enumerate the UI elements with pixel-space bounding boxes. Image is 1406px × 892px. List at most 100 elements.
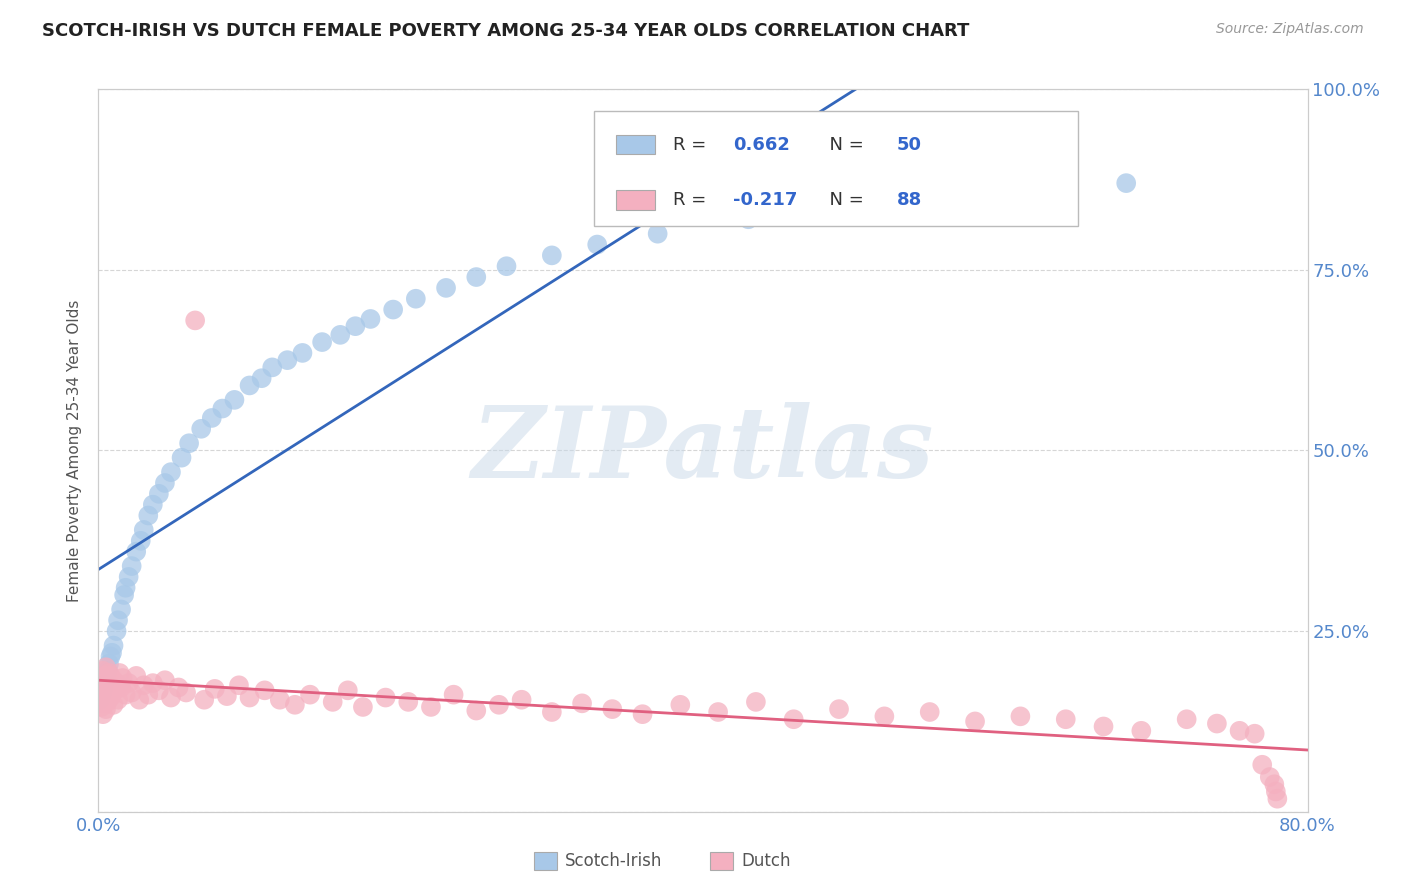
Point — [228, 678, 250, 692]
Point — [153, 673, 176, 688]
Point — [540, 705, 562, 719]
Point — [94, 683, 117, 698]
Point — [105, 676, 128, 690]
Point — [215, 689, 238, 703]
Point — [239, 690, 262, 705]
Point — [96, 676, 118, 690]
Point — [90, 678, 112, 692]
Text: N =: N = — [818, 136, 869, 153]
Point — [101, 646, 124, 660]
Point — [93, 669, 115, 683]
Point — [262, 360, 284, 375]
Point — [1092, 719, 1115, 733]
Point — [90, 700, 112, 714]
Point — [94, 660, 117, 674]
Point — [1267, 791, 1289, 805]
Point — [352, 700, 374, 714]
Point — [98, 657, 121, 671]
Point — [142, 498, 165, 512]
Point — [783, 712, 806, 726]
Text: SCOTCH-IRISH VS DUTCH FEMALE POVERTY AMONG 25-34 YEAR OLDS CORRELATION CHART: SCOTCH-IRISH VS DUTCH FEMALE POVERTY AMO… — [42, 22, 970, 40]
Point — [586, 237, 609, 252]
Point — [108, 665, 131, 680]
Point — [118, 570, 141, 584]
Point — [291, 346, 314, 360]
Point — [128, 692, 150, 706]
Point — [382, 302, 405, 317]
Point — [125, 544, 148, 558]
Point — [239, 378, 262, 392]
Point — [114, 688, 136, 702]
Point — [193, 692, 215, 706]
Point — [336, 683, 359, 698]
Point — [344, 319, 367, 334]
Point — [110, 681, 132, 695]
Point — [98, 665, 121, 680]
Point — [253, 683, 276, 698]
Point — [100, 669, 122, 683]
Point — [269, 692, 291, 706]
Point — [96, 664, 118, 678]
Point — [745, 695, 768, 709]
Point — [153, 475, 176, 490]
Text: R =: R = — [672, 136, 711, 153]
Point — [91, 689, 114, 703]
Point — [142, 676, 165, 690]
Point — [396, 695, 419, 709]
Point — [918, 705, 941, 719]
Point — [103, 639, 125, 653]
Point — [405, 292, 427, 306]
Point — [311, 334, 333, 349]
Point — [100, 649, 122, 664]
Point — [873, 709, 896, 723]
Point — [89, 692, 111, 706]
Point — [647, 227, 669, 241]
Point — [571, 696, 593, 710]
Point — [1243, 727, 1265, 741]
Point — [93, 681, 115, 695]
Point — [204, 681, 226, 696]
Point — [91, 664, 114, 678]
Point — [1264, 784, 1286, 798]
Point — [488, 698, 510, 712]
Point — [100, 690, 122, 705]
Point — [374, 690, 396, 705]
Point — [93, 696, 115, 710]
Point — [89, 685, 111, 699]
Point — [631, 707, 654, 722]
Point — [1206, 716, 1229, 731]
Point — [121, 559, 143, 574]
Point — [1258, 770, 1281, 784]
Point — [94, 667, 117, 681]
Point — [110, 602, 132, 616]
Point — [94, 702, 117, 716]
FancyBboxPatch shape — [616, 190, 655, 210]
Point — [707, 705, 730, 719]
Point — [101, 681, 124, 695]
Point — [91, 681, 114, 696]
Point — [136, 688, 159, 702]
Point — [1010, 709, 1032, 723]
Point — [420, 700, 443, 714]
Point — [1054, 712, 1077, 726]
Point — [98, 685, 121, 699]
Point — [322, 695, 344, 709]
Point — [107, 613, 129, 627]
Point — [737, 212, 759, 227]
Point — [1115, 176, 1137, 190]
Point — [103, 698, 125, 712]
Point — [965, 714, 987, 729]
Point — [828, 702, 851, 716]
Text: R =: R = — [672, 192, 711, 210]
Point — [160, 465, 183, 479]
Point — [174, 685, 197, 699]
Point — [112, 588, 135, 602]
Point — [148, 487, 170, 501]
Point — [125, 669, 148, 683]
Point — [103, 673, 125, 688]
Point — [1130, 723, 1153, 738]
Point — [465, 704, 488, 718]
Text: -0.217: -0.217 — [734, 192, 797, 210]
Point — [211, 401, 233, 416]
FancyBboxPatch shape — [616, 135, 655, 154]
